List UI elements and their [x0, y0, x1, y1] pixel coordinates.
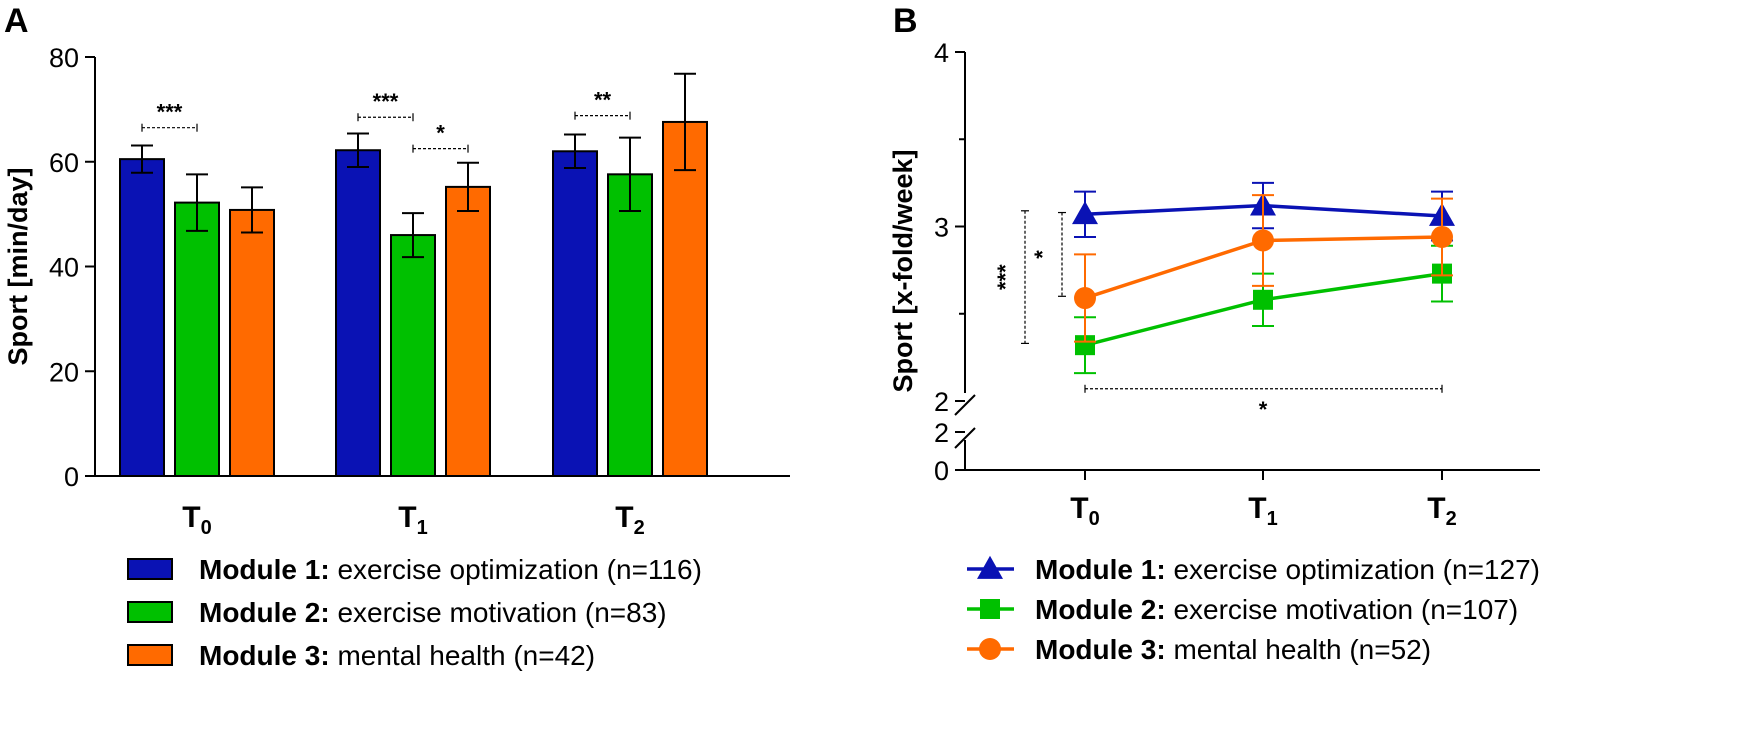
y-tick-label: 2	[934, 418, 949, 448]
significance-stars: *	[436, 121, 445, 146]
x-tick-label: T1	[398, 501, 427, 539]
significance-stars: *	[1030, 250, 1055, 259]
legend-entry: Module 3: mental health (n=52)	[1035, 634, 1431, 665]
significance-stars: ***	[993, 264, 1018, 290]
y-axis-label: Sport [x-fold/week]	[888, 149, 918, 392]
x-tick-label: T1	[1248, 492, 1277, 530]
data-point	[980, 599, 1000, 619]
y-axis-label: Sport [min/day]	[3, 167, 33, 365]
y-tick-label: 0	[934, 456, 949, 486]
bar	[607, 173, 653, 477]
legend-entry-bold: Module 2:	[199, 597, 330, 628]
legend-entry-rest: exercise motivation (n=83)	[330, 597, 667, 628]
bar	[552, 150, 598, 477]
x-tick-label-base: T	[398, 501, 416, 534]
bar	[229, 208, 275, 477]
x-tick-label-sub: 0	[1089, 508, 1100, 530]
legend-entry-rest: mental health (n=42)	[330, 640, 595, 671]
x-tick-label-base: T	[1248, 492, 1266, 525]
legend-entry-rest: exercise motivation (n=107)	[1166, 594, 1519, 625]
legend-entry: Module 2: exercise motivation (n=83)	[199, 597, 667, 628]
y-tick-label: 80	[49, 43, 79, 73]
legend-a: Module 1: exercise optimization (n=116)M…	[127, 554, 702, 671]
bar	[119, 158, 165, 477]
legend-entry-rest: exercise optimization (n=127)	[1166, 554, 1540, 585]
x-tick-label-sub: 2	[1446, 508, 1457, 530]
legend-swatch	[127, 601, 173, 623]
x-tick-label-base: T	[182, 501, 200, 534]
x-tick-label: T2	[1427, 492, 1456, 530]
significance-stars: *	[1259, 397, 1268, 422]
y-tick-label: 40	[49, 253, 79, 283]
panel-label-b: B	[893, 2, 918, 40]
legend-entry-bold: Module 1:	[199, 554, 330, 585]
x-tick-label: T0	[1070, 492, 1099, 530]
x-tick-label-sub: 1	[417, 517, 428, 539]
legend-entry-bold: Module 3:	[199, 640, 330, 671]
axis-break-mark	[954, 394, 976, 416]
x-tick-label-base: T	[1070, 492, 1088, 525]
y-tick-label: 0	[64, 462, 79, 492]
axis-break-mark	[954, 427, 976, 449]
x-tick-label-base: T	[1427, 492, 1445, 525]
x-tick-label-sub: 0	[201, 517, 212, 539]
bar	[174, 201, 220, 477]
legend-entry-bold: Module 2:	[1035, 594, 1166, 625]
x-tick-label-base: T	[615, 501, 633, 534]
y-tick-label: 4	[934, 38, 949, 68]
significance-stars: ***	[157, 100, 183, 125]
data-point	[977, 555, 1003, 579]
legend-entry-bold: Module 3:	[1035, 634, 1166, 665]
legend-entry-rest: exercise optimization (n=116)	[330, 554, 702, 585]
data-point	[1253, 289, 1273, 310]
legend-entry-bold: Module 1:	[1035, 554, 1166, 585]
legend-swatch	[127, 558, 173, 580]
data-point	[1074, 287, 1096, 310]
y-tick-label: 20	[49, 357, 79, 387]
data-point	[1252, 229, 1274, 252]
legend-entry: Module 3: mental health (n=42)	[199, 640, 595, 671]
data-point	[1431, 225, 1453, 248]
y-tick-label: 2	[934, 387, 949, 417]
bar	[390, 234, 436, 477]
legend-entry-rest: mental health (n=52)	[1166, 634, 1431, 665]
legend-entry: Module 1: exercise optimization (n=127)	[1035, 554, 1540, 585]
x-tick-label: T2	[615, 501, 644, 539]
x-tick-label: T0	[182, 501, 211, 539]
significance-stars: **	[594, 88, 612, 113]
bar	[662, 120, 708, 477]
significance-stars: ***	[373, 89, 399, 114]
legend-entry: Module 2: exercise motivation (n=107)	[1035, 594, 1518, 625]
x-tick-label-sub: 2	[634, 517, 645, 539]
legend-b: Module 1: exercise optimization (n=127)M…	[967, 554, 1540, 665]
x-tick-label-sub: 1	[1267, 508, 1278, 530]
bar	[445, 185, 491, 477]
data-point	[1075, 335, 1095, 356]
panel-label-a: A	[4, 2, 29, 40]
legend-entry: Module 1: exercise optimization (n=116)	[199, 554, 702, 585]
y-tick-label: 60	[49, 148, 79, 178]
data-point	[1072, 201, 1098, 225]
y-tick-label: 3	[934, 213, 949, 243]
bar	[335, 149, 381, 477]
legend-swatch	[127, 644, 173, 666]
data-point	[979, 638, 1001, 660]
